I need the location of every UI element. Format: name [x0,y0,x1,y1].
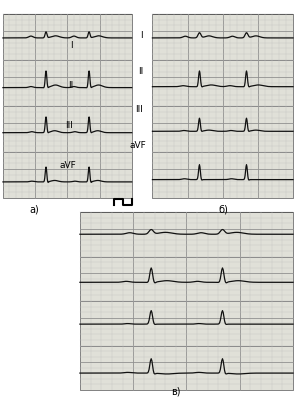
Bar [80,346,293,390]
Text: I: I [70,42,72,50]
Bar [152,106,293,152]
Bar [80,256,293,301]
Text: II: II [138,68,143,76]
Text: II: II [68,82,74,90]
Text: III: III [66,122,73,130]
Text: в): в) [171,387,181,397]
Bar [152,60,293,106]
Bar [3,152,132,198]
Text: aVF: aVF [60,162,76,170]
Bar [152,14,293,60]
Bar [3,106,132,152]
Bar [80,212,293,256]
Bar [3,60,132,106]
Text: а): а) [29,205,39,215]
Text: б): б) [218,205,229,215]
Text: III: III [135,105,143,114]
Text: aVF: aVF [129,142,146,150]
Text: I: I [140,32,143,40]
Bar [80,301,293,346]
Bar [3,14,132,60]
Bar [152,152,293,198]
